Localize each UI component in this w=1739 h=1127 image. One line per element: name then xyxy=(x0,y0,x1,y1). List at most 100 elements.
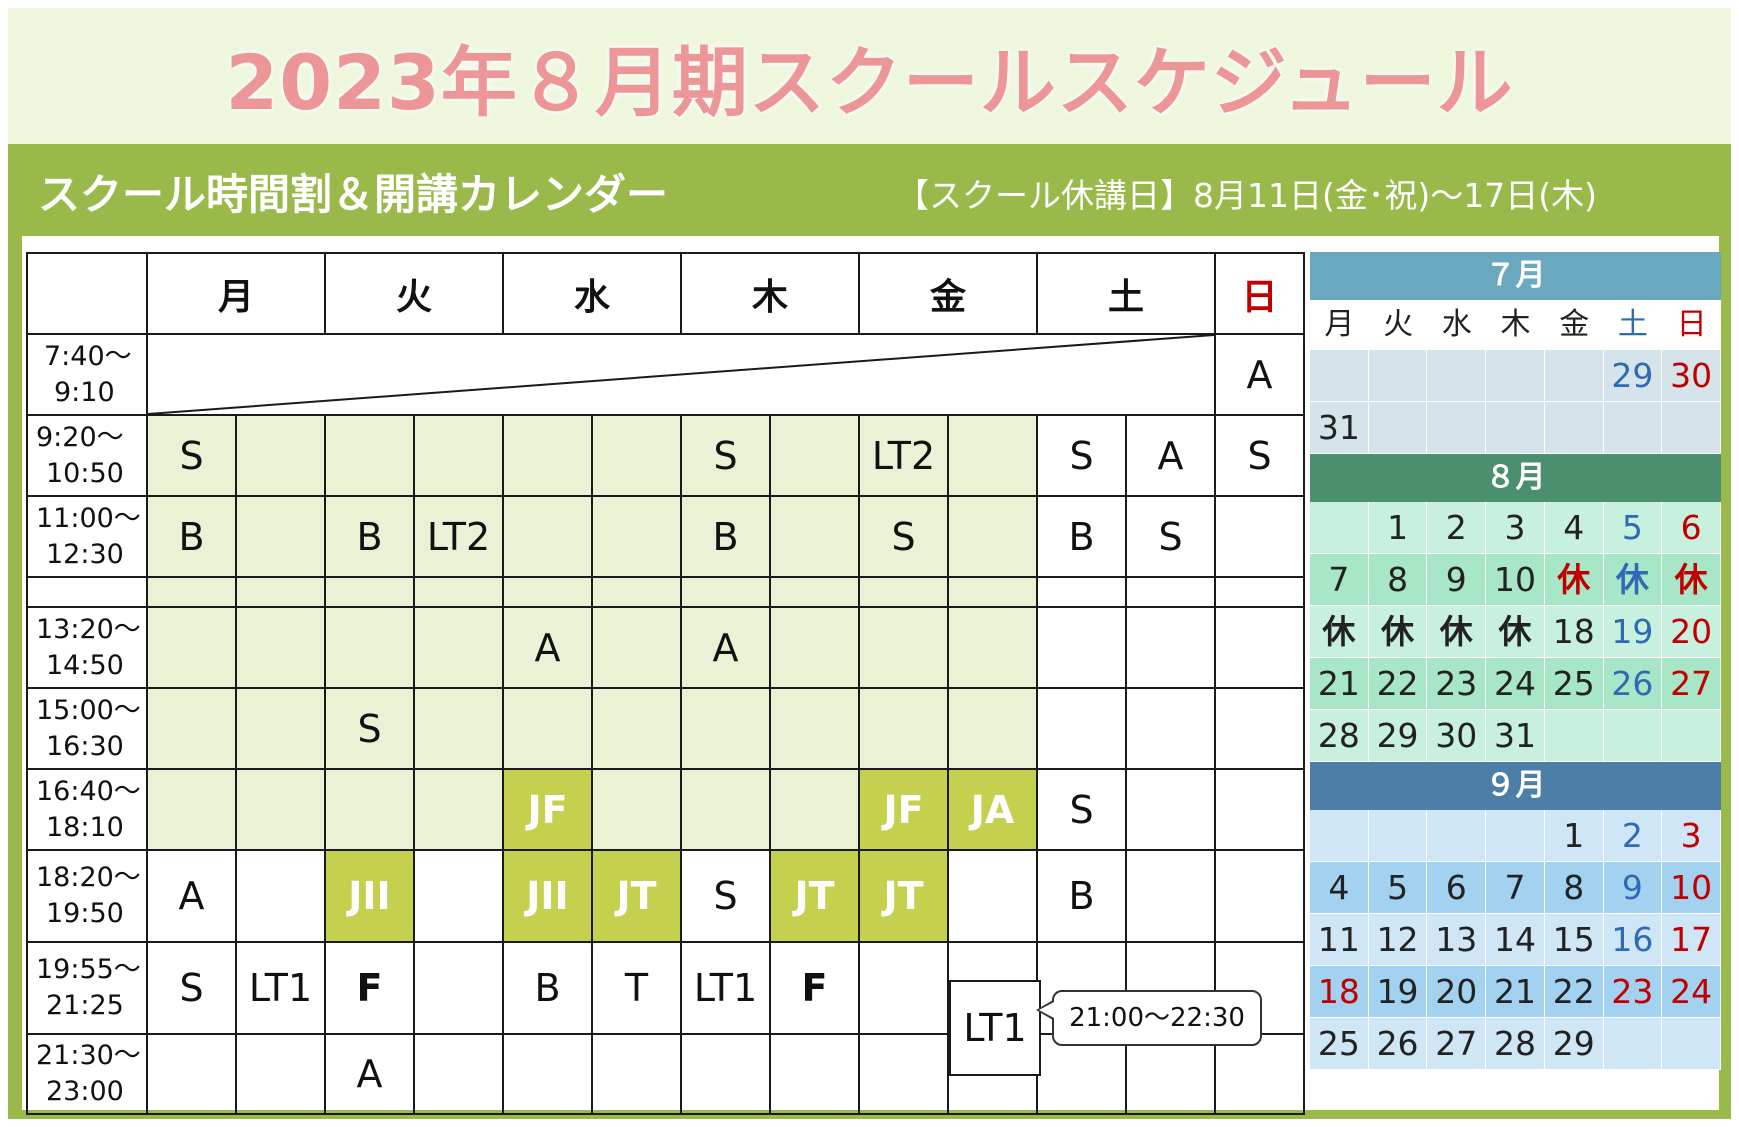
time-start: 18:20～ xyxy=(36,862,141,893)
day-cell: 3 xyxy=(1486,502,1545,554)
day-cell: 12 xyxy=(1368,914,1428,966)
month-header-september: ９月 xyxy=(1310,762,1721,810)
time-start: 7:40～ xyxy=(44,340,132,372)
day-cell xyxy=(1486,402,1545,454)
class-cell xyxy=(1036,606,1127,689)
time-row-3: 11:00～ 12:30 B B LT2 B S B S xyxy=(26,495,1305,578)
time-label: 13:20～ 14:50 xyxy=(26,606,148,689)
time-label: 9:20～ 10:50 xyxy=(26,414,148,497)
class-cell xyxy=(413,687,504,770)
timetable: 月 火 水 木 金 土 日 7:40～ 9:10 A 9:20～ 10:50 S S… xyxy=(26,252,1305,1115)
class-cell: S xyxy=(1036,768,1127,851)
day-header-wed: 水 xyxy=(502,252,682,335)
class-cell: JT xyxy=(769,849,860,943)
class-cell: B xyxy=(1036,849,1127,943)
class-cell xyxy=(235,687,326,770)
class-cell: JA xyxy=(947,768,1038,851)
class-cell: S xyxy=(1214,414,1305,497)
day-cell: 8 xyxy=(1544,862,1604,914)
class-cell xyxy=(680,768,771,851)
time-row-2: 9:20～ 10:50 S S LT2 S A S xyxy=(26,414,1305,497)
day-cell: 2 xyxy=(1603,810,1663,862)
time-end: 19:50 xyxy=(46,898,124,929)
class-cell xyxy=(947,606,1038,689)
day-cell: 8 xyxy=(1368,554,1428,606)
class-cell: JF xyxy=(502,768,593,851)
time-end: 14:50 xyxy=(46,649,124,681)
day-cell: 25 xyxy=(1310,1018,1369,1070)
title-banner: 2023年８月期スクールスケジュール xyxy=(8,8,1731,144)
class-cell: S xyxy=(858,495,949,578)
day-cell xyxy=(1368,810,1428,862)
class-cell xyxy=(1214,849,1305,943)
day-cell xyxy=(1544,710,1604,762)
class-cell xyxy=(680,687,771,770)
day-cell: 21 xyxy=(1486,966,1545,1018)
day-cell: 1 xyxy=(1544,810,1604,862)
time-start: 15:00～ xyxy=(36,694,141,726)
month-header-july: ７月 xyxy=(1310,252,1721,300)
class-cell xyxy=(146,768,237,851)
class-cell xyxy=(146,606,237,689)
class-cell: S xyxy=(680,414,771,497)
class-cell xyxy=(591,495,682,578)
class-cell: A xyxy=(324,1033,415,1115)
class-cell xyxy=(413,606,504,689)
corner-cell xyxy=(26,252,148,335)
break-cell xyxy=(591,576,682,608)
class-cell xyxy=(1214,1033,1305,1115)
day-cell: 22 xyxy=(1544,966,1604,1018)
day-cell xyxy=(1544,350,1604,402)
day-cell: 31 xyxy=(1486,710,1545,762)
class-cell xyxy=(1036,687,1127,770)
day-cell: 5 xyxy=(1368,862,1428,914)
weekday-label: 土 xyxy=(1603,300,1663,350)
class-cell xyxy=(235,414,326,497)
time-end: 18:10 xyxy=(46,811,124,843)
holiday-cell: 休 xyxy=(1662,554,1721,606)
class-cell: S xyxy=(146,414,237,497)
day-cell: 15 xyxy=(1544,914,1604,966)
class-cell: A xyxy=(1125,414,1216,497)
class-cell xyxy=(324,606,415,689)
class-cell xyxy=(502,414,593,497)
class-cell xyxy=(858,606,949,689)
day-cell: 23 xyxy=(1427,658,1487,710)
day-cell: 19 xyxy=(1368,966,1428,1018)
day-cell: 29 xyxy=(1368,710,1428,762)
weekday-label: 金 xyxy=(1544,300,1604,350)
day-cell xyxy=(1603,402,1663,454)
day-cell: 20 xyxy=(1427,966,1487,1018)
class-cell xyxy=(1125,606,1216,689)
day-cell: 19 xyxy=(1603,606,1663,658)
day-cell: 21 xyxy=(1310,658,1369,710)
time-label: 18:20～ 19:50 xyxy=(26,849,148,943)
break-cell xyxy=(1036,576,1127,608)
weekday-header: 月 火 水 木 金 土 日 xyxy=(1310,300,1721,350)
class-cell xyxy=(769,606,860,689)
day-cell: 29 xyxy=(1603,350,1663,402)
break-cell xyxy=(1125,576,1216,608)
day-header-thu: 木 xyxy=(680,252,860,335)
class-cell: B xyxy=(502,941,593,1035)
day-cell xyxy=(1310,810,1369,862)
day-cell: 24 xyxy=(1486,658,1545,710)
class-cell xyxy=(1214,606,1305,689)
time-start: 7:40～ 9:10 xyxy=(29,339,145,411)
class-cell xyxy=(235,768,326,851)
day-cell xyxy=(1544,402,1604,454)
class-cell: JT xyxy=(591,849,682,943)
day-cell: 5 xyxy=(1603,502,1663,554)
class-cell: F xyxy=(769,941,860,1035)
break-cell xyxy=(769,576,860,608)
callout-tail-fill xyxy=(1039,1002,1054,1018)
day-cell: 7 xyxy=(1310,554,1369,606)
day-cell xyxy=(1368,350,1428,402)
time-label: 15:00～ 16:30 xyxy=(26,687,148,770)
diagonal-line xyxy=(148,335,1214,414)
break-cell xyxy=(146,576,237,608)
time-start: 11:00～ xyxy=(36,502,141,534)
class-cell xyxy=(858,687,949,770)
holiday-cell: 休 xyxy=(1486,606,1545,658)
day-cell: 27 xyxy=(1427,1018,1487,1070)
